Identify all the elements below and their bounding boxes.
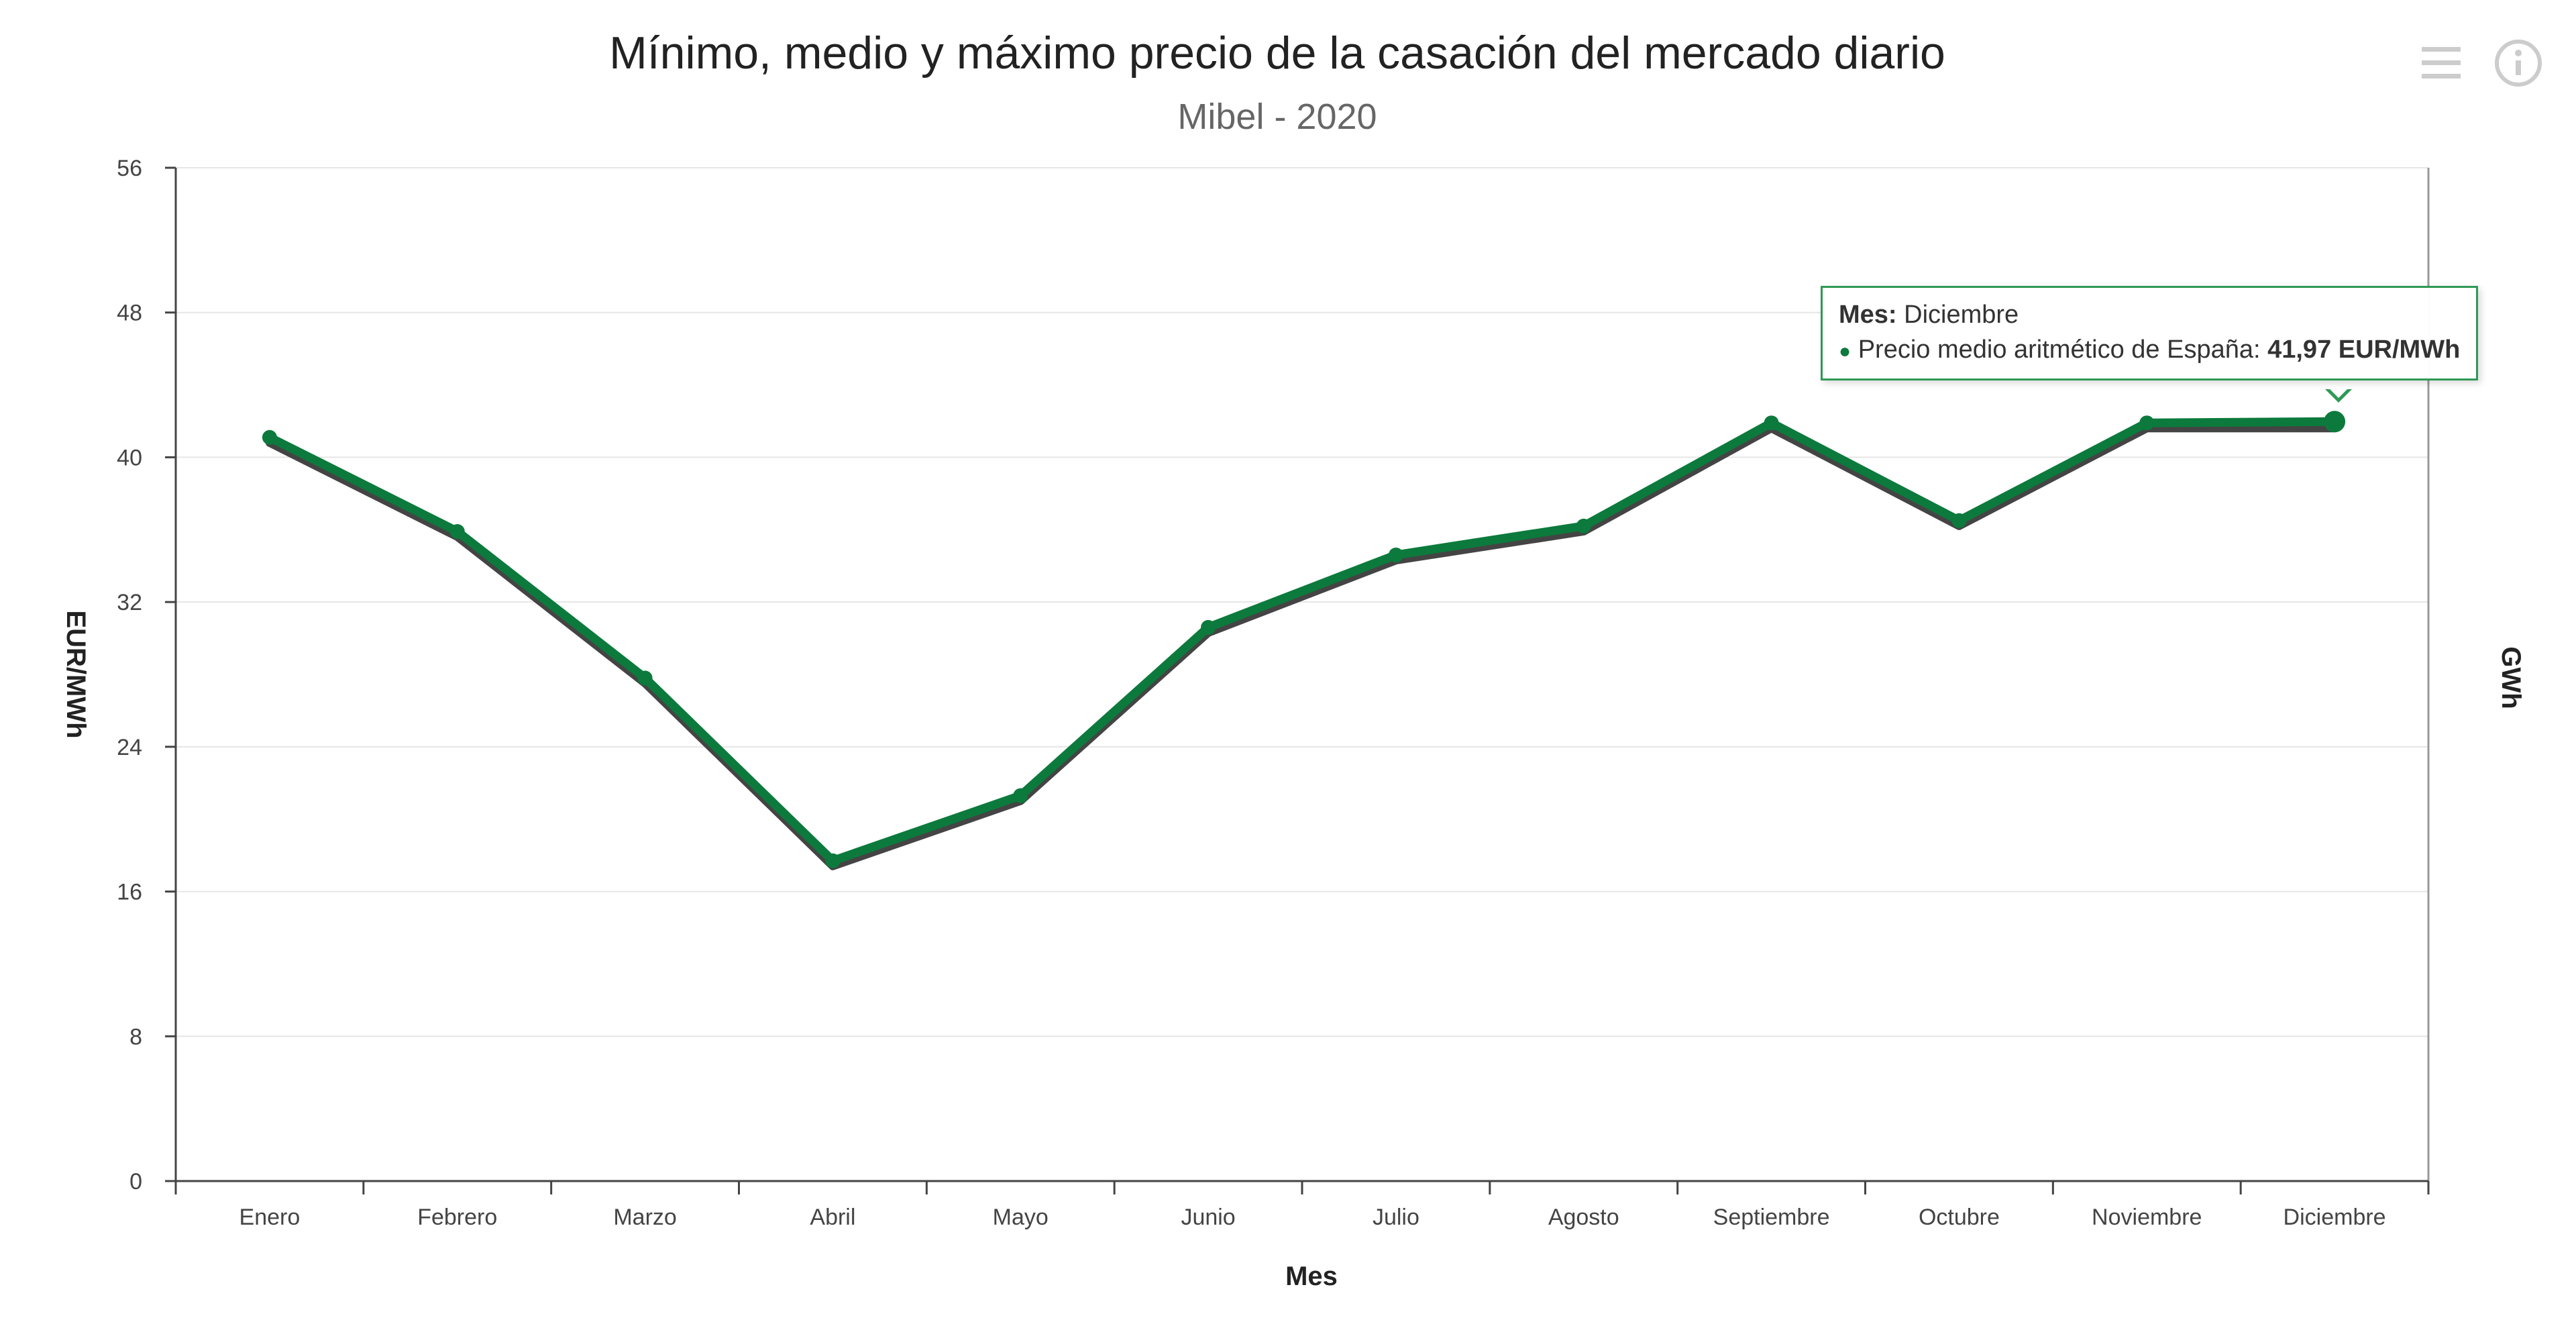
tooltip-series-label: Precio medio aritmético de España: <box>1858 336 2261 364</box>
data-point-highlighted[interactable] <box>2324 411 2346 433</box>
data-point[interactable] <box>825 853 841 868</box>
data-point[interactable] <box>449 523 465 539</box>
y-tick-label: 32 <box>117 590 142 615</box>
tooltip-month-row: Mes: Diciembre <box>1839 297 2460 332</box>
chart-subtitle: Mibel - 2020 <box>1177 97 1377 137</box>
x-axis-title: Mes <box>1285 1262 1338 1291</box>
series-lines <box>262 411 2346 870</box>
x-tick-label: Diciembre <box>2284 1205 2386 1230</box>
hamburger-menu-icon[interactable] <box>2422 47 2461 79</box>
data-point[interactable] <box>1951 513 1967 528</box>
data-point[interactable] <box>2139 415 2155 431</box>
x-tick-label: Febrero <box>417 1205 497 1230</box>
x-tick-label: Mayo <box>993 1205 1049 1230</box>
x-tick-label: Noviembre <box>2092 1205 2202 1230</box>
tooltip-month-label: Mes: <box>1839 301 1897 329</box>
data-point[interactable] <box>1013 788 1028 803</box>
x-tick-label: Julio <box>1373 1205 1419 1230</box>
data-tooltip: Mes: Diciembre ● Precio medio aritmético… <box>1821 286 2479 380</box>
tooltip-series-row: ● Precio medio aritmético de España: 41,… <box>1839 332 2460 369</box>
data-point[interactable] <box>1201 619 1216 635</box>
x-tick-label: Marzo <box>613 1205 676 1230</box>
data-point[interactable] <box>1576 518 1591 533</box>
y-tick-label: 40 <box>117 445 142 470</box>
y-tick-label: 0 <box>129 1169 142 1194</box>
data-point[interactable] <box>1388 548 1403 563</box>
tooltip-month-value: Diciembre <box>1904 301 2019 329</box>
x-tick-label: Septiembre <box>1713 1205 1830 1230</box>
y-axis-ticks: 0 8 16 24 32 40 48 56 <box>117 156 176 1194</box>
info-icon[interactable] <box>2495 40 2542 87</box>
data-point[interactable] <box>1764 415 1779 431</box>
series-line-shadow <box>265 424 2339 870</box>
data-point[interactable] <box>637 670 653 686</box>
y-tick-label: 8 <box>129 1024 142 1050</box>
y-axis-title: EUR/MWh <box>61 610 91 738</box>
tooltip-arrow-inner <box>2328 387 2349 398</box>
y-tick-label: 48 <box>117 301 142 326</box>
series-line-precio-medio <box>265 417 2339 866</box>
y-tick-label: 16 <box>117 880 142 905</box>
x-tick-label: Enero <box>239 1205 301 1230</box>
data-point[interactable] <box>262 429 277 445</box>
series-dot-icon: ● <box>1839 340 1851 362</box>
tooltip-series-value: 41,97 EUR/MWh <box>2267 336 2461 364</box>
y-tick-label: 24 <box>117 735 142 760</box>
x-tick-label: Agosto <box>1548 1205 1619 1230</box>
x-tick-label: Abril <box>810 1205 855 1230</box>
x-tick-label: Junio <box>1181 1205 1235 1230</box>
x-axis-ticks: Enero Febrero Marzo Abril Mayo Junio Julio Agos… <box>174 1181 2430 1230</box>
x-tick-label: Octubre <box>1919 1205 2000 1230</box>
chart-title: Mínimo, medio y máximo precio de la casa… <box>609 28 1945 79</box>
y-axis-right-title: GWh <box>2496 646 2526 709</box>
y-tick-label: 56 <box>117 156 142 181</box>
